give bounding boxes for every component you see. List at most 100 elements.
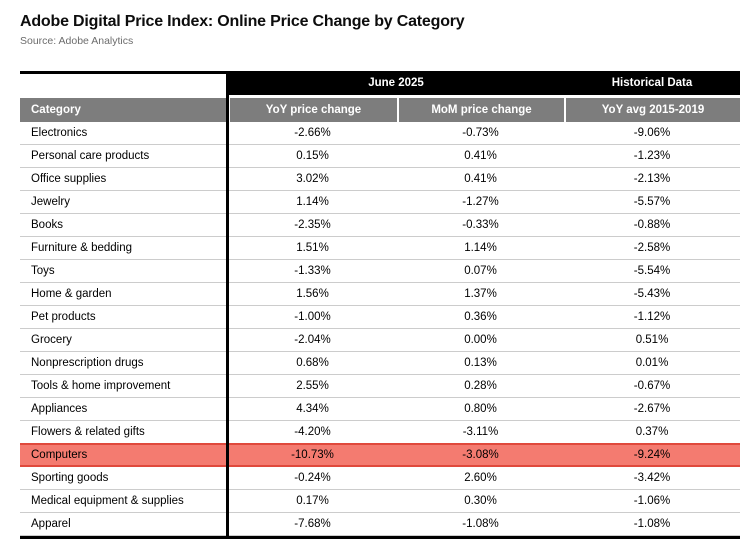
value-cell: -5.54% — [633, 265, 671, 277]
group-header-historical-data: Historical Data — [611, 77, 693, 89]
category-cell: Pet products — [31, 311, 96, 323]
value-cell: 1.56% — [296, 288, 329, 300]
value-cell: -4.20% — [294, 426, 331, 438]
category-cell: Personal care products — [31, 150, 150, 162]
table-row: Pet products -1.00% 0.36% -1.12% — [20, 306, 740, 329]
category-cell: Grocery — [31, 334, 72, 346]
value-cell: 0.80% — [464, 403, 497, 415]
value-cell: 0.07% — [464, 265, 497, 277]
category-cell: Jewelry — [31, 196, 70, 208]
table-row: Tools & home improvement 2.55% 0.28% -0.67% — [20, 375, 740, 398]
table-row: Toys -1.33% 0.07% -5.54% — [20, 260, 740, 283]
value-cell: 3.02% — [296, 173, 329, 185]
value-cell: 2.60% — [464, 472, 497, 484]
value-cell: 0.68% — [296, 357, 329, 369]
table-row: Nonprescription drugs 0.68% 0.13% 0.01% — [20, 352, 740, 375]
value-cell: -1.33% — [294, 265, 331, 277]
value-cell: -3.42% — [633, 472, 671, 484]
value-cell: -7.68% — [294, 518, 331, 530]
category-cell: Sporting goods — [31, 472, 109, 484]
category-cell: Office supplies — [31, 173, 107, 185]
value-cell: 0.30% — [464, 495, 497, 507]
value-cell: -1.12% — [633, 311, 671, 323]
value-cell: -1.08% — [633, 518, 671, 530]
corner-cell — [20, 71, 228, 95]
category-cell: Medical equipment & supplies — [31, 495, 184, 507]
value-cell: 0.51% — [635, 334, 669, 346]
value-cell: 0.15% — [296, 150, 329, 162]
source-caption: Source: Adobe Analytics — [20, 35, 134, 47]
value-cell: 0.41% — [464, 150, 497, 162]
value-cell: -2.58% — [633, 242, 671, 254]
price-index-table: June 2025 Historical Data Category YoY p… — [20, 71, 740, 539]
value-cell: 1.37% — [464, 288, 497, 300]
value-cell: -1.08% — [462, 518, 499, 530]
column-header-category: Category — [20, 98, 228, 122]
table-bottom-border — [20, 536, 740, 539]
page-title: Adobe Digital Price Index: Online Price … — [20, 13, 465, 30]
group-header-june-2025: June 2025 — [368, 77, 424, 89]
table-row: Electronics -2.66% -0.73% -9.06% — [20, 122, 740, 145]
value-cell: -1.23% — [633, 150, 671, 162]
value-cell: 0.13% — [464, 357, 497, 369]
value-cell: -5.57% — [633, 196, 671, 208]
value-cell: 0.00% — [464, 334, 497, 346]
category-cell: Flowers & related gifts — [31, 426, 145, 438]
table-row: Flowers & related gifts -4.20% -3.11% 0.37% — [20, 421, 740, 444]
value-cell: -10.73% — [291, 449, 334, 461]
value-cell: 0.36% — [464, 311, 497, 323]
value-cell: -5.43% — [633, 288, 671, 300]
table-row: Office supplies 3.02% 0.41% -2.13% — [20, 168, 740, 191]
value-cell: 4.34% — [296, 403, 329, 415]
category-column-divider — [226, 71, 229, 539]
value-cell: -9.24% — [633, 449, 671, 461]
table-row: Home & garden 1.56% 1.37% -5.43% — [20, 283, 740, 306]
category-cell: Nonprescription drugs — [31, 357, 144, 369]
value-cell: 1.14% — [296, 196, 329, 208]
table-row: Appliances 4.34% 0.80% -2.67% — [20, 398, 740, 421]
value-cell: 0.01% — [635, 357, 669, 369]
value-cell: -1.06% — [633, 495, 671, 507]
value-cell: -2.66% — [294, 127, 331, 139]
page: Adobe Digital Price Index: Online Price … — [20, 13, 740, 539]
table-row: Books -2.35% -0.33% -0.88% — [20, 214, 740, 237]
value-cell: -0.24% — [294, 472, 331, 484]
table-row: Jewelry 1.14% -1.27% -5.57% — [20, 191, 740, 214]
category-cell: Electronics — [31, 127, 88, 139]
value-cell: 0.41% — [464, 173, 497, 185]
table-row: Grocery -2.04% 0.00% 0.51% — [20, 329, 740, 352]
category-cell: Apparel — [31, 518, 71, 530]
value-cell: -2.35% — [294, 219, 331, 231]
value-cell: -9.06% — [633, 127, 671, 139]
value-cell: 2.55% — [296, 380, 329, 392]
value-cell: -2.13% — [633, 173, 671, 185]
category-cell: Furniture & bedding — [31, 242, 133, 254]
value-cell: -1.00% — [294, 311, 331, 323]
category-cell: Tools & home improvement — [31, 380, 171, 392]
table-row: Apparel -7.68% -1.08% -1.08% — [20, 513, 740, 536]
category-cell: Appliances — [31, 403, 88, 415]
table-row: Personal care products 0.15% 0.41% -1.23% — [20, 145, 740, 168]
category-cell: Toys — [31, 265, 55, 277]
value-cell: -0.88% — [633, 219, 671, 231]
group-header-row: June 2025 Historical Data — [20, 71, 740, 95]
value-cell: -1.27% — [462, 196, 499, 208]
table-row: Medical equipment & supplies 0.17% 0.30% -1… — [20, 490, 740, 513]
value-cell: 1.14% — [464, 242, 497, 254]
category-cell: Home & garden — [31, 288, 112, 300]
table-row: Sporting goods -0.24% 2.60% -3.42% — [20, 467, 740, 490]
value-cell: -3.08% — [462, 449, 499, 461]
value-cell: -0.33% — [462, 219, 499, 231]
column-header-yoy-avg: YoY avg 2015-2019 — [564, 98, 740, 122]
table-row: Furniture & bedding 1.51% 1.14% -2.58% — [20, 237, 740, 260]
group-header-band: June 2025 Historical Data — [228, 71, 740, 95]
category-cell: Books — [31, 219, 63, 231]
table-body: Electronics -2.66% -0.73% -9.06% Personal ca… — [20, 122, 740, 536]
column-header-yoy-price-change: YoY price change — [228, 98, 397, 122]
value-cell: -0.73% — [462, 127, 499, 139]
value-cell: -0.67% — [633, 380, 671, 392]
value-cell: 0.37% — [635, 426, 669, 438]
value-cell: -2.67% — [633, 403, 671, 415]
value-cell: 0.28% — [464, 380, 497, 392]
table-row-highlighted: Computers -10.73% -3.08% -9.24% — [20, 443, 740, 467]
